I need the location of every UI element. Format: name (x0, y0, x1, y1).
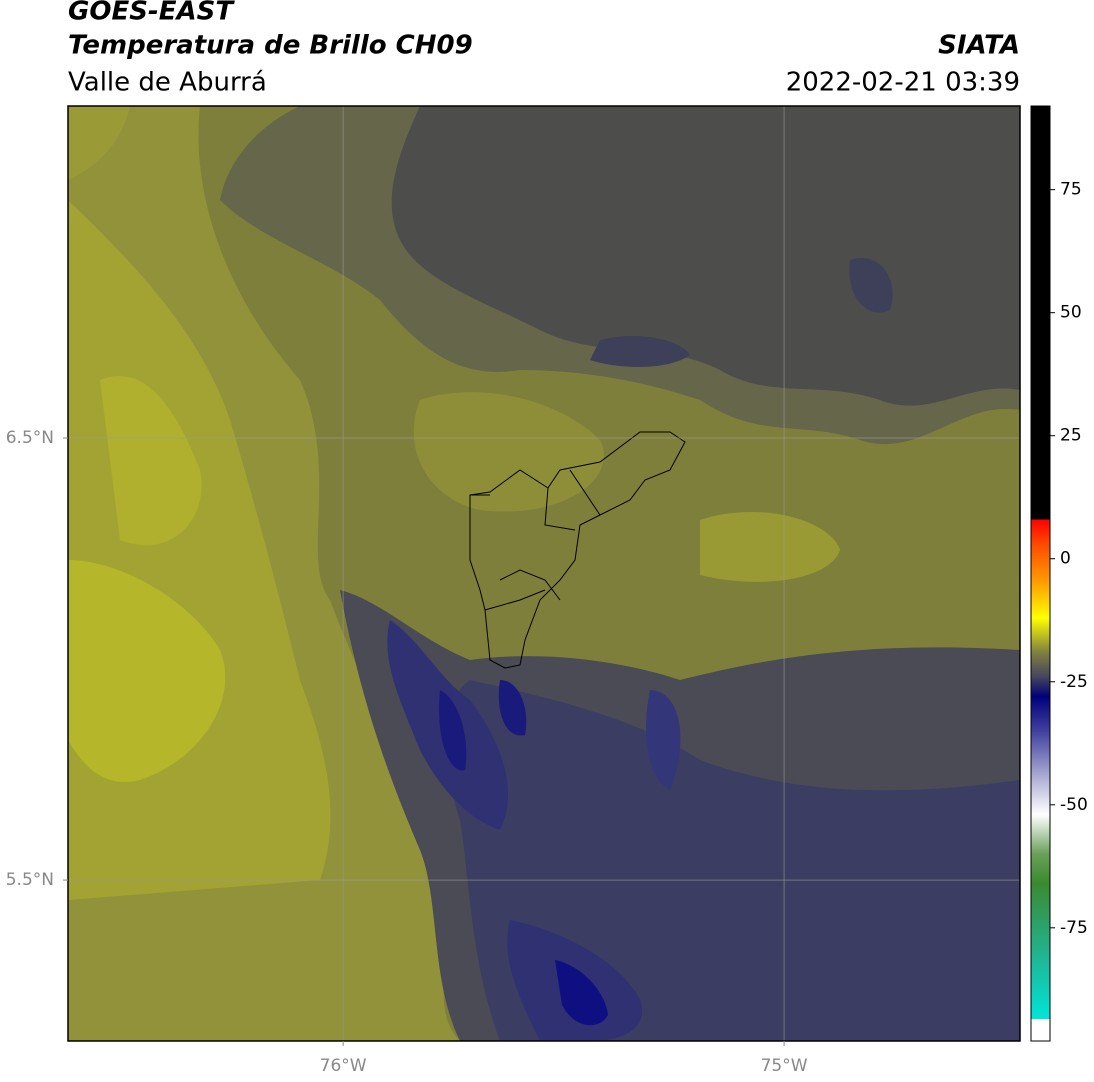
x-tick-label: 75°W (761, 1056, 808, 1076)
source: SIATA (938, 31, 1020, 61)
title: GOES-EAST (68, 0, 235, 27)
map-frame (67, 105, 1021, 1042)
basin-outline (469, 431, 686, 669)
colorbar-tick-label: 0 (1060, 549, 1071, 569)
colorbar-tick-label: -25 (1060, 672, 1088, 692)
colorbar-tick-label: -50 (1060, 795, 1088, 815)
colorbar-tick-label: 50 (1060, 303, 1082, 323)
colorbar-tick-label: 25 (1060, 426, 1082, 446)
map-field (68, 106, 1020, 1041)
region: Valle de Aburrá (68, 68, 267, 98)
grid (68, 106, 1020, 1041)
subtitle: Temperatura de Brillo CH09 (68, 31, 473, 61)
y-tick-label: 5.5°N (6, 870, 54, 890)
x-tick-label: 76°W (320, 1056, 367, 1076)
colorbar-tick-label: 75 (1060, 180, 1082, 200)
colorbar-tick-label: -75 (1060, 918, 1088, 938)
timestamp: 2022-02-21 03:39 (786, 68, 1020, 98)
colorbar (1030, 105, 1051, 1042)
y-tick-label: 6.5°N (6, 428, 54, 448)
